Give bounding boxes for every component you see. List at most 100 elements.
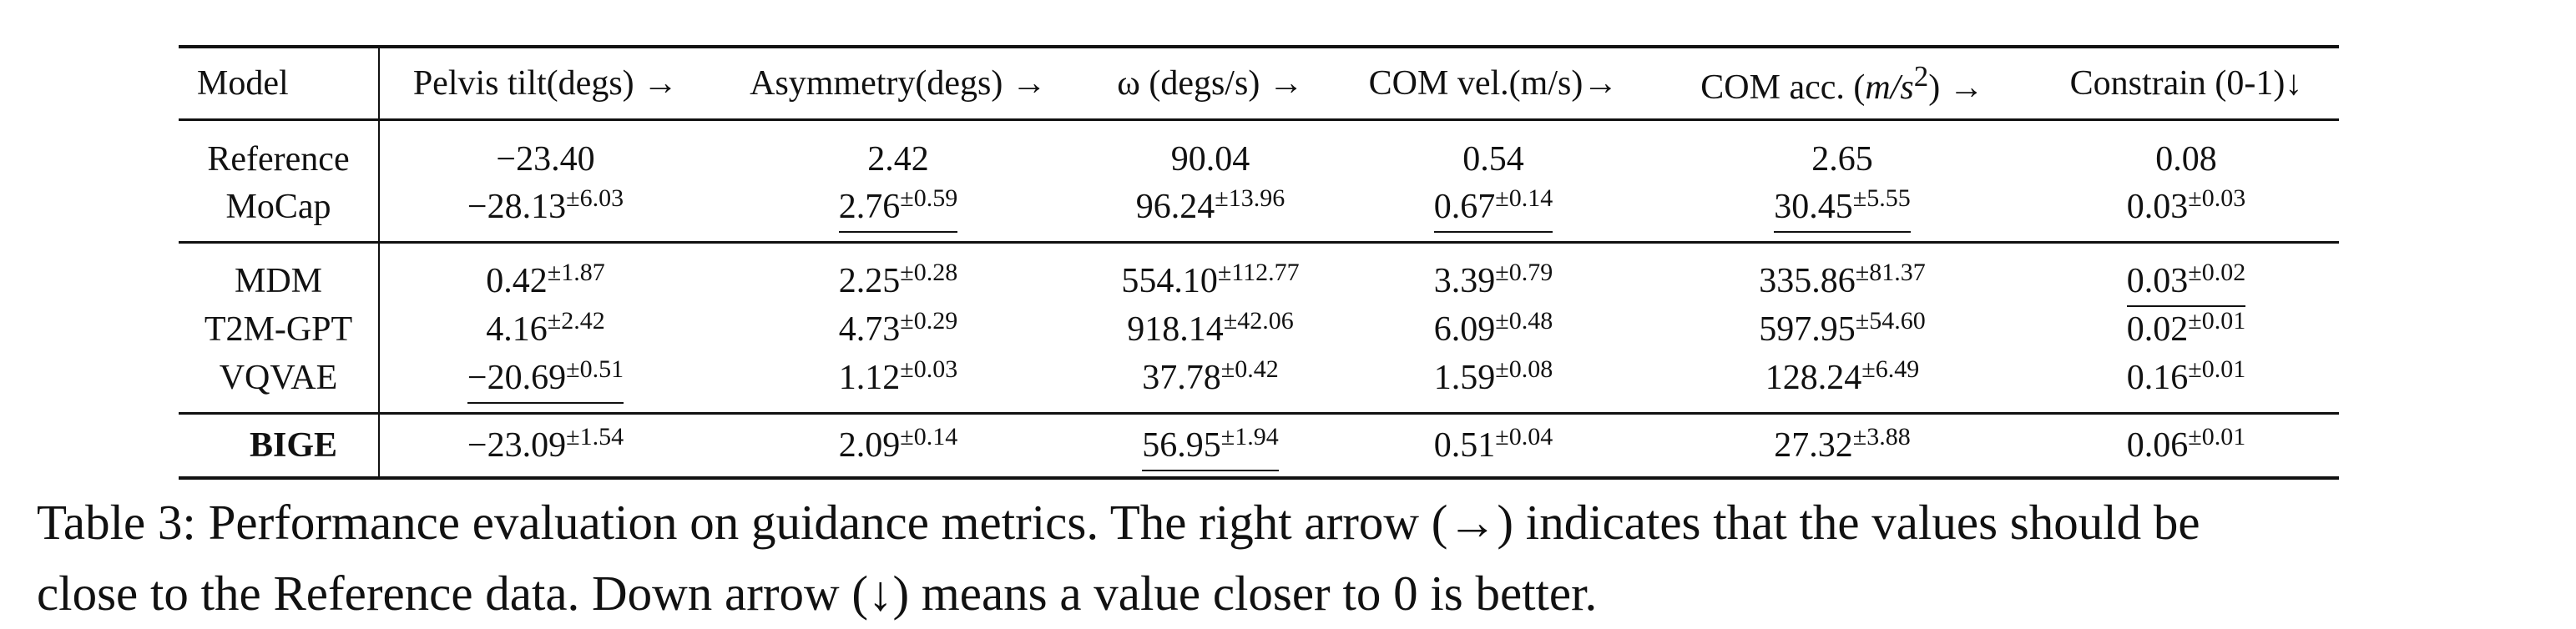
caption-line-1: Table 3: Performance evaluation on guida… (37, 495, 2200, 550)
header-com-acc-prefix: COM acc. ( (1700, 68, 1866, 107)
value: 918.14 (1127, 310, 1224, 349)
cell-com-acc: 335.86±81.37 (1651, 243, 2033, 306)
cell-com-vel: 3.39±0.79 (1336, 243, 1651, 306)
std-dev: ±54.60 (1855, 307, 1926, 335)
cell-com-vel: 0.67±0.14 (1336, 183, 1651, 244)
value: 2.09 (838, 426, 901, 465)
header-com-acc-exponent: 2 (1913, 60, 1929, 93)
cell-com-vel: 1.59±0.08 (1336, 354, 1651, 415)
value: 1.12 (838, 359, 901, 397)
cell-pelvis: −20.69±0.51 (379, 354, 711, 415)
value: 128.24 (1765, 359, 1862, 397)
value: 37.78 (1142, 359, 1221, 397)
header-model: Model (179, 45, 380, 121)
std-dev: ±2.42 (547, 307, 605, 335)
cell-com-acc: 27.32±3.88 (1651, 413, 2033, 480)
std-dev: ±6.49 (1861, 355, 1920, 383)
table-header-row: Model Pelvis tilt(degs) → Asymmetry(degs… (179, 45, 2339, 121)
cell-omega: 56.95±1.94 (1085, 413, 1336, 480)
cell-omega: 96.24±13.96 (1085, 183, 1336, 244)
std-dev: ±0.01 (2188, 355, 2246, 383)
cell-model: VQVAE (179, 354, 380, 415)
std-dev: ±0.03 (900, 355, 958, 383)
cell-asymmetry: 1.12±0.03 (711, 354, 1085, 415)
std-dev: ±0.14 (900, 423, 958, 450)
std-dev: ±1.54 (566, 423, 624, 450)
value: 56.95 (1142, 426, 1221, 465)
cell-constrain: 0.08 (2155, 140, 2217, 179)
underlined-value: −20.69±0.51 (467, 357, 624, 404)
header-omega: ω (degs/s) → (1085, 45, 1336, 121)
std-dev: ±81.37 (1855, 259, 1926, 286)
value: −20.69 (467, 359, 567, 397)
std-dev: ±0.48 (1495, 307, 1553, 335)
header-com-acc: COM acc. (m/s2) → (1651, 45, 2033, 121)
std-dev: ±0.79 (1495, 259, 1553, 286)
value: 554.10 (1121, 262, 1218, 300)
header-pelvis-tilt: Pelvis tilt(degs) → (379, 45, 711, 121)
header-asymmetry: Asymmetry(degs) → (711, 45, 1085, 121)
header-constrain: Constrain (0-1)↓ (2033, 45, 2339, 121)
value: 2.76 (838, 188, 901, 226)
std-dev: ±0.59 (900, 184, 958, 212)
table-row-t2m-gpt: T2M-GPT 4.16±2.42 4.73±0.29 918.14±42.06… (179, 305, 2339, 354)
std-dev: ±3.88 (1852, 423, 1911, 450)
cell-constrain: 0.03±0.03 (2033, 183, 2339, 244)
underlined-value: 30.45±5.55 (1774, 186, 1911, 233)
cell-com-vel: 0.54 (1462, 140, 1524, 179)
value: −28.13 (467, 188, 567, 226)
table-row-mdm: MDM 0.42±1.87 2.25±0.28 554.10±112.77 3.… (179, 242, 2339, 307)
cell-pelvis: 4.16±2.42 (379, 305, 711, 354)
header-com-acc-unit: m/s (1865, 68, 1914, 107)
underlined-value: 56.95±1.94 (1142, 425, 1279, 471)
cell-pelvis: −28.13±6.03 (379, 183, 711, 244)
value: 0.16 (2126, 359, 2189, 397)
cell-model: Reference (179, 119, 380, 183)
header-com-acc-suffix: ) → (1928, 68, 1984, 107)
std-dev: ±0.28 (900, 259, 958, 286)
std-dev: ±0.42 (1220, 355, 1279, 383)
underlined-value: 2.76±0.59 (838, 186, 958, 233)
cell-model: MDM (179, 242, 380, 305)
value: 335.86 (1759, 262, 1856, 300)
cell-asymmetry: 2.09±0.14 (711, 413, 1085, 480)
value: 4.16 (486, 310, 548, 349)
std-dev: ±0.51 (566, 355, 624, 383)
cell-asymmetry: 4.73±0.29 (711, 305, 1085, 354)
value: 3.39 (1433, 262, 1496, 300)
std-dev: ±1.87 (547, 259, 605, 286)
value: 1.59 (1433, 359, 1496, 397)
std-dev: ±112.77 (1217, 259, 1300, 286)
value: 0.02 (2126, 310, 2189, 349)
value: 6.09 (1433, 310, 1496, 349)
underlined-value: 0.67±0.14 (1433, 186, 1553, 233)
value: 30.45 (1774, 188, 1853, 226)
cell-constrain: 0.03±0.02 (2033, 243, 2339, 307)
value: 27.32 (1774, 426, 1853, 465)
cell-model: MoCap (179, 183, 380, 244)
value: 0.06 (2126, 426, 2189, 465)
cell-constrain: 0.16±0.01 (2033, 354, 2339, 415)
cell-constrain: 0.06±0.01 (2033, 413, 2339, 480)
std-dev: ±13.96 (1215, 184, 1285, 212)
cell-com-acc: 128.24±6.49 (1651, 354, 2033, 415)
cell-com-acc: 2.65 (1811, 140, 1873, 179)
cell-com-acc: 597.95±54.60 (1651, 305, 2033, 354)
value: 4.73 (838, 310, 901, 349)
underlined-value: 0.03±0.02 (2126, 260, 2246, 307)
std-dev: ±0.03 (2188, 184, 2246, 212)
value: 0.03 (2126, 188, 2189, 226)
std-dev: ±6.03 (566, 184, 624, 212)
std-dev: ±0.08 (1495, 355, 1553, 383)
value: 2.25 (838, 262, 901, 300)
cell-omega: 918.14±42.06 (1085, 305, 1336, 354)
cell-asymmetry: 2.76±0.59 (711, 183, 1085, 244)
table-row-mocap: MoCap −28.13±6.03 2.76±0.59 96.24±13.96 … (179, 183, 2339, 244)
cell-pelvis: −23.40 (496, 140, 595, 179)
caption-line-2: close to the Reference data. Down arrow … (37, 566, 1598, 621)
std-dev: ±42.06 (1223, 307, 1294, 335)
std-dev: ±0.04 (1495, 423, 1553, 450)
value: 597.95 (1759, 310, 1856, 349)
cell-asymmetry: 2.42 (867, 140, 929, 179)
